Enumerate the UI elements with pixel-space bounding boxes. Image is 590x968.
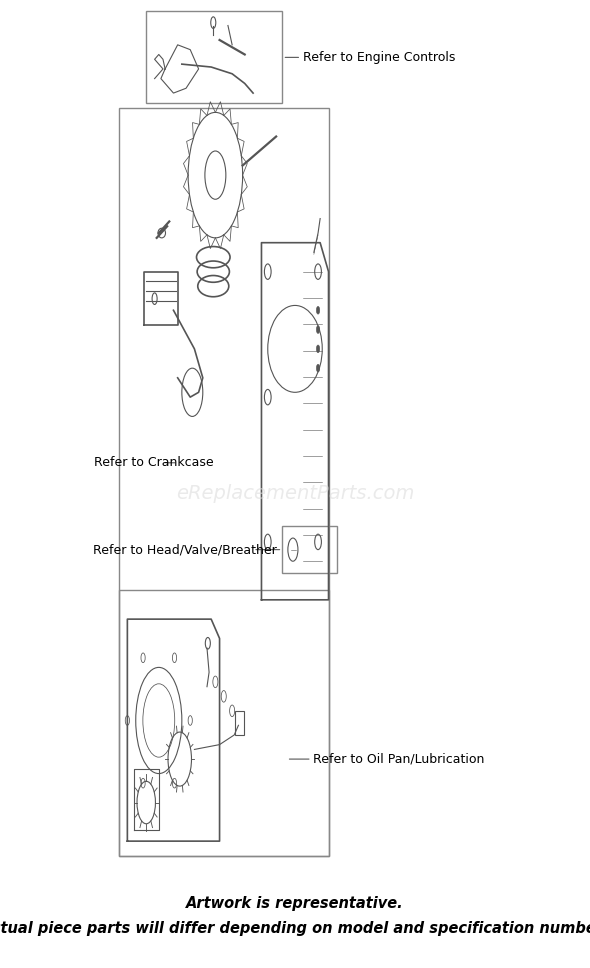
Text: Refer to Engine Controls: Refer to Engine Controls (303, 51, 455, 64)
Text: Actual piece parts will differ depending on model and specification number.: Actual piece parts will differ depending… (0, 921, 590, 935)
Text: eReplacementParts.com: eReplacementParts.com (176, 484, 414, 503)
Bar (119, 107, 329, 856)
Circle shape (316, 325, 320, 333)
Text: Refer to Oil Pan/Lubrication: Refer to Oil Pan/Lubrication (313, 752, 484, 766)
Bar (146, 11, 283, 103)
Text: Refer to Crankcase: Refer to Crankcase (94, 456, 214, 469)
Bar (235, 711, 244, 735)
Circle shape (152, 293, 157, 305)
Circle shape (316, 345, 320, 352)
Text: Artwork is representative.: Artwork is representative. (186, 896, 404, 911)
Circle shape (316, 307, 320, 315)
Bar (283, 527, 337, 573)
Bar (119, 590, 329, 856)
Text: Refer to Head/Valve/Breather: Refer to Head/Valve/Breather (93, 543, 277, 557)
Circle shape (316, 364, 320, 372)
